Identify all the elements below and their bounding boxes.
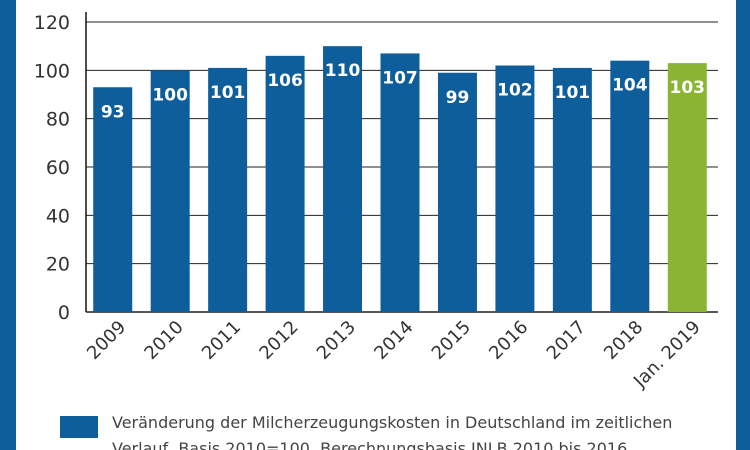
y-axis-ticks: 0 20 40 60 80 100 120 <box>34 12 70 324</box>
legend: Veränderung der Milcherzeugungskosten in… <box>60 408 740 450</box>
left-frame-border <box>0 0 16 450</box>
y-tick-label: 120 <box>34 12 70 34</box>
bar-value-label: 93 <box>101 102 125 122</box>
bar <box>380 53 420 313</box>
bar-value-label: 106 <box>267 71 303 91</box>
right-frame-border <box>736 0 750 450</box>
y-tick-label: 100 <box>34 60 70 82</box>
legend-swatch <box>60 416 98 438</box>
bar <box>495 65 535 312</box>
x-tick-label: 2018 <box>600 317 647 364</box>
y-tick-label: 80 <box>46 109 70 131</box>
x-tick-label: 2012 <box>255 317 302 364</box>
bar-value-label: 104 <box>612 76 648 96</box>
bar-chart: 0 20 40 60 80 100 120 93 100 101 106 110 107 99 102 10… <box>34 12 718 393</box>
bar-value-label: 100 <box>152 85 188 105</box>
y-tick-label: 20 <box>46 254 70 276</box>
bar-value-label: 110 <box>325 61 361 81</box>
y-tick-label: 40 <box>46 205 70 227</box>
x-tick-label: 2009 <box>83 317 130 364</box>
bar <box>323 46 363 313</box>
x-tick-label: 2017 <box>543 317 590 364</box>
x-tick-label: 2014 <box>370 317 417 364</box>
x-tick-label: 2015 <box>428 317 475 364</box>
bar <box>667 63 707 313</box>
bar <box>208 67 248 313</box>
y-tick-label: 0 <box>58 302 70 324</box>
bar-value-label: 102 <box>497 81 533 101</box>
bar <box>610 60 650 312</box>
x-tick-label: 2011 <box>198 317 245 364</box>
bar-value-label: 101 <box>555 83 591 103</box>
bar-value-label: 101 <box>210 83 246 103</box>
bar-value-label: 103 <box>670 78 706 98</box>
x-tick-label: 2016 <box>485 317 532 364</box>
bars: 93 100 101 106 110 107 99 102 101 104 103 <box>93 46 707 313</box>
bar-value-label: 99 <box>446 88 470 108</box>
bar <box>93 87 133 312</box>
x-axis-ticks: 2009 2010 2011 2012 2013 2014 2015 2016 2017 2018… <box>83 317 705 393</box>
bar <box>150 70 190 312</box>
bar-value-label: 107 <box>382 68 418 88</box>
bar <box>437 72 477 312</box>
x-tick-label: 2013 <box>313 317 360 364</box>
bar <box>265 55 305 312</box>
y-tick-label: 60 <box>46 157 70 179</box>
legend-label: Veränderung der Milcherzeugungskosten in… <box>112 413 673 450</box>
x-tick-label: 2010 <box>140 317 187 364</box>
bar <box>552 67 592 313</box>
